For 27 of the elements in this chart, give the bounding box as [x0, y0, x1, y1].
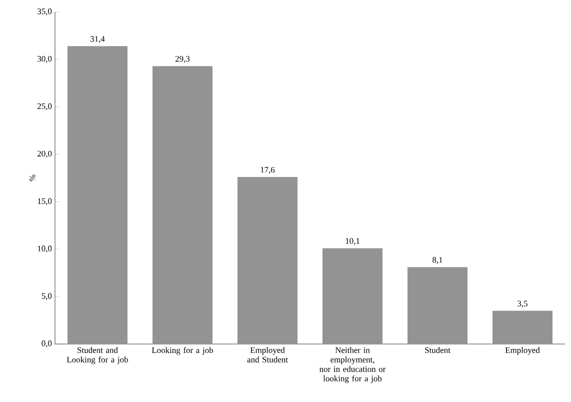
data-label: 3,5 [518, 300, 528, 308]
data-label: 29,3 [175, 56, 190, 63]
bar [152, 66, 212, 344]
bar [408, 267, 468, 344]
data-label: 17,6 [260, 166, 275, 174]
bar [322, 248, 382, 344]
y-tick-label: 10,0 [38, 246, 52, 253]
y-axis-title: % [30, 174, 36, 182]
x-tick-label: Student [425, 347, 450, 353]
bar [238, 177, 298, 344]
y-tick-label: 30,0 [38, 56, 52, 63]
y-tick-label: 0,0 [42, 340, 52, 348]
x-tick-label: Student and Looking for a job [66, 347, 128, 364]
bar [492, 310, 553, 344]
y-tick-label: 5,0 [42, 293, 52, 300]
x-tick-label: Looking for a job [152, 347, 213, 355]
y-tick-label: 15,0 [38, 198, 52, 206]
bar [68, 46, 128, 344]
x-tick-label: Employed [505, 347, 540, 355]
data-label: 31,4 [90, 36, 105, 43]
x-tick-label: Neither in employment, nor in education or looking for a job [320, 347, 386, 384]
y-tick-label: 35,0 [38, 8, 52, 16]
data-label: 10,1 [346, 238, 360, 245]
x-tick-label: Employed and Student [247, 347, 288, 362]
y-tick-label: 25,0 [38, 103, 52, 110]
data-label: 8,1 [432, 257, 442, 264]
y-tick-label: 20,0 [38, 150, 52, 158]
